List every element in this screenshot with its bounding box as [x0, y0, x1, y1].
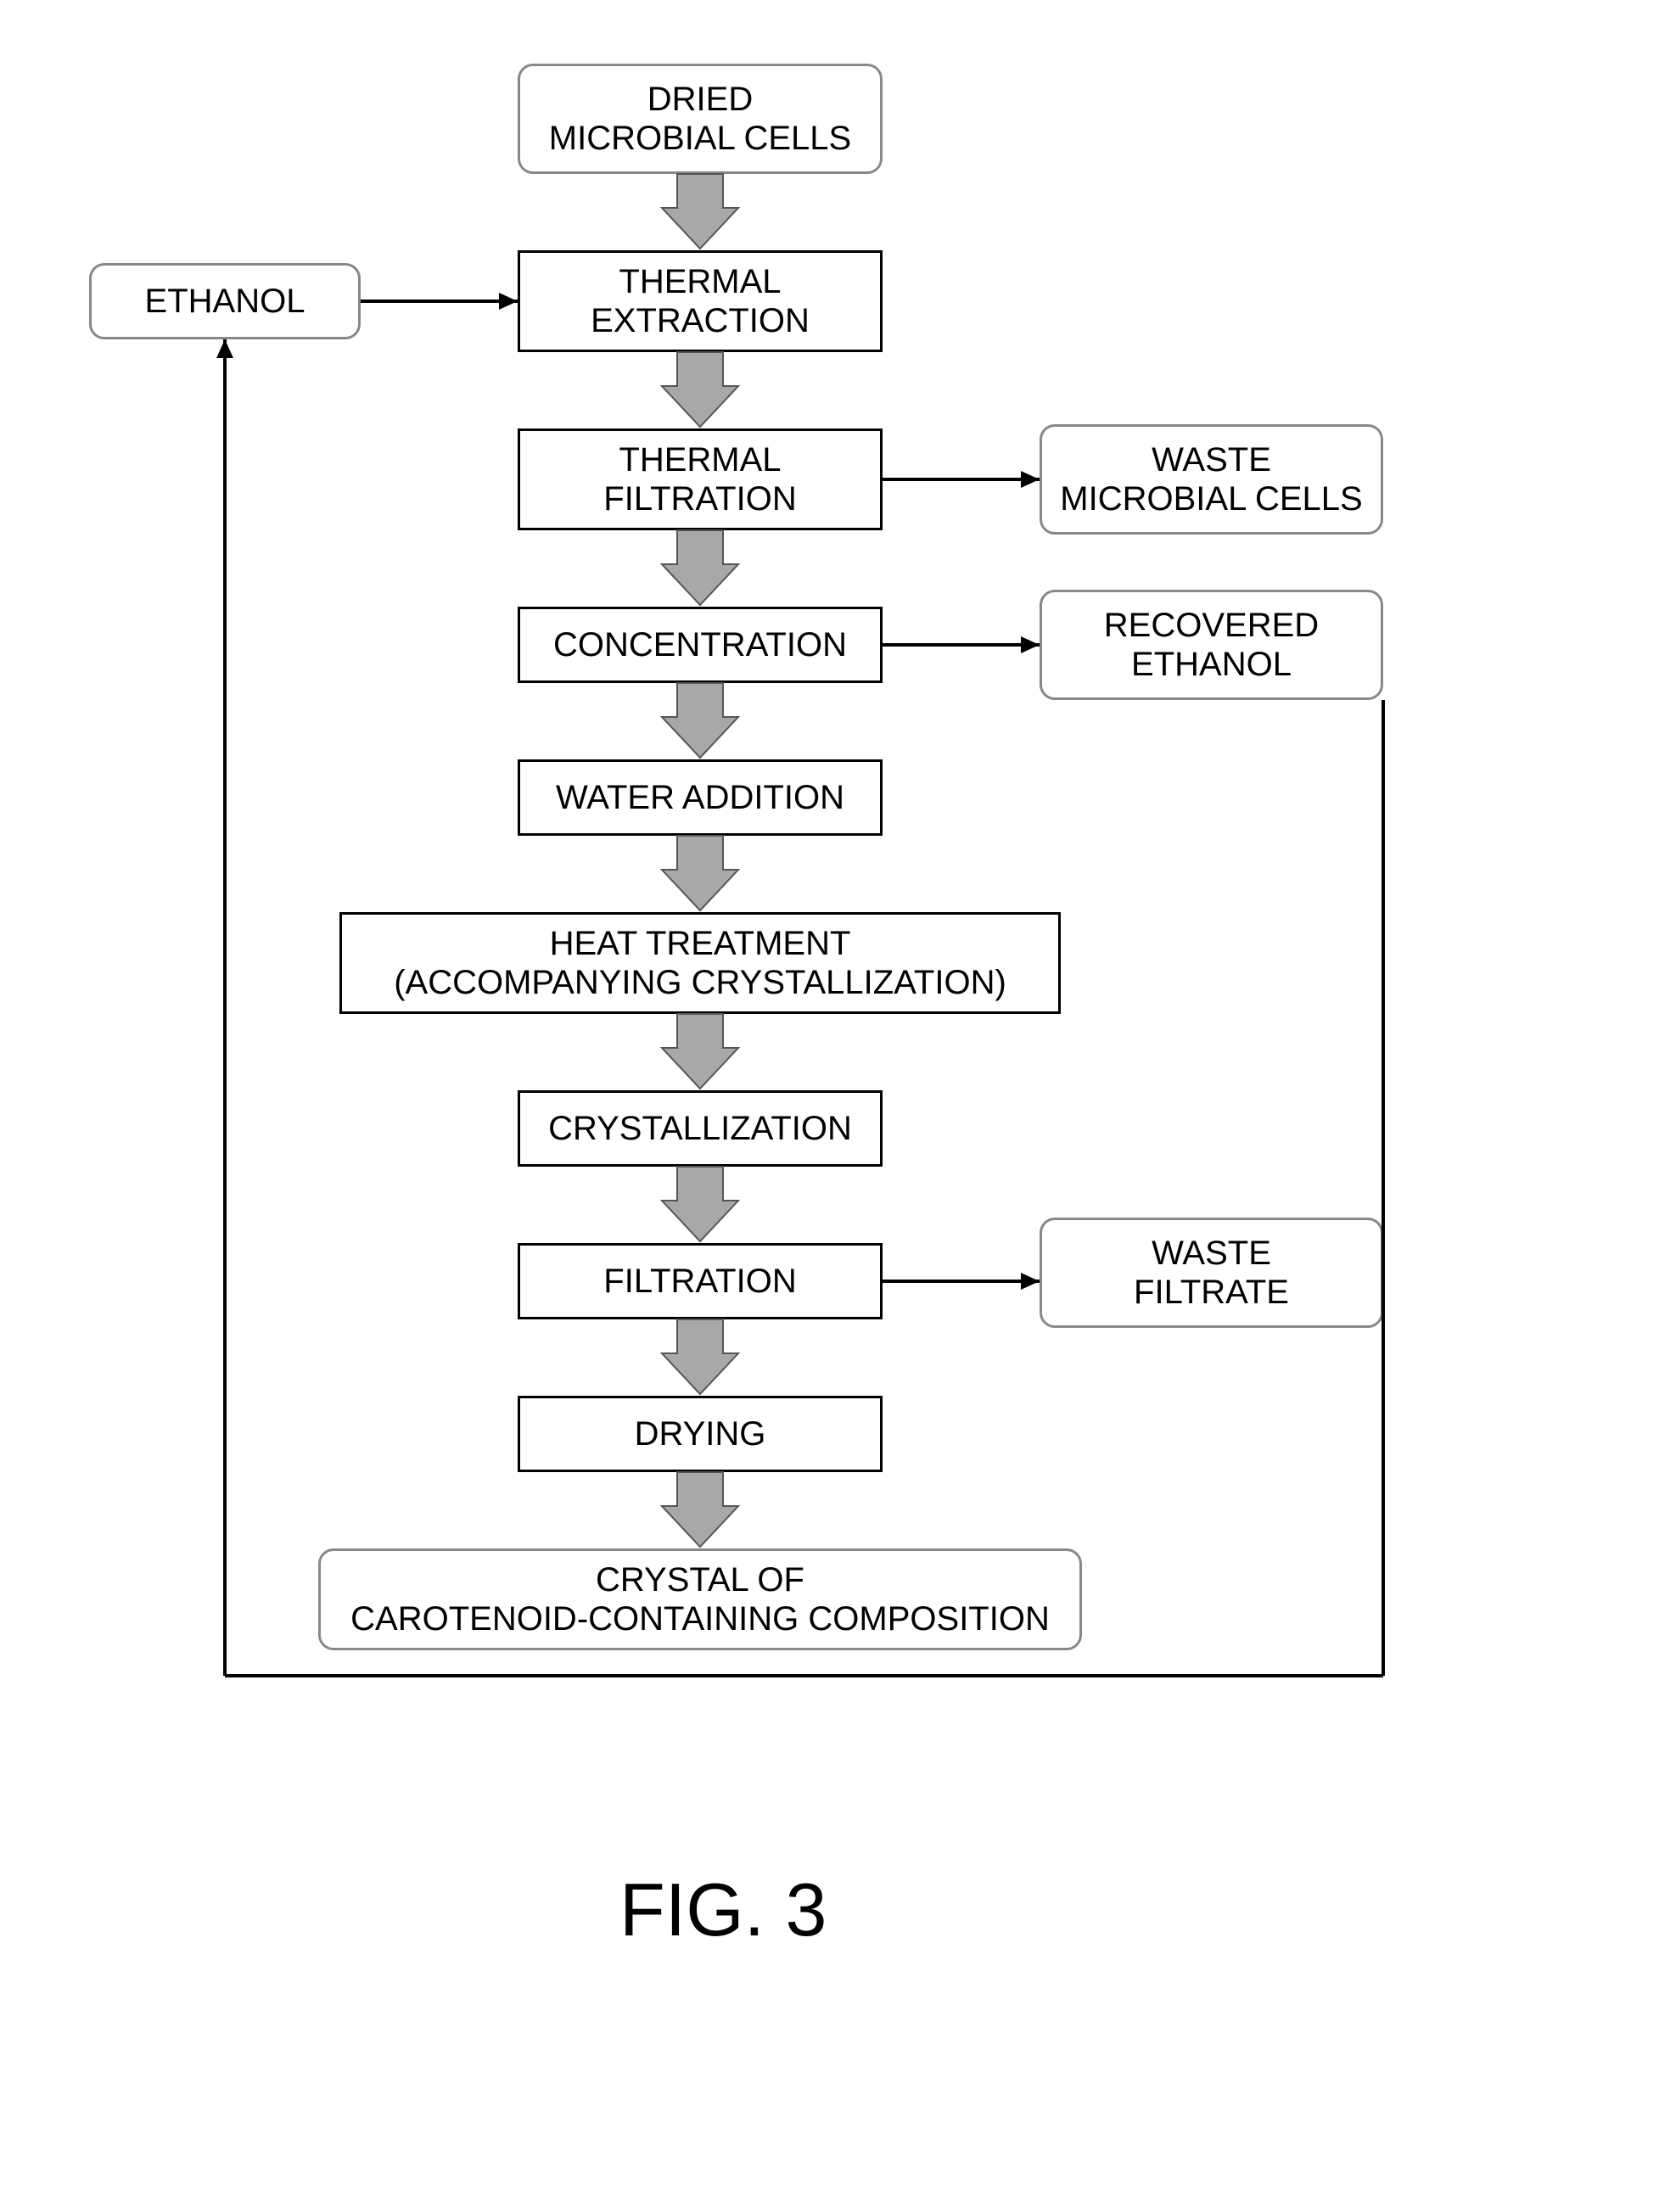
node-recovered-ethanol: RECOVERED ETHANOL — [1040, 590, 1383, 700]
node-label: DRYING — [635, 1414, 766, 1453]
node-crystal-output: CRYSTAL OF CAROTENOID-CONTAINING COMPOSI… — [318, 1548, 1082, 1650]
node-drying: DRYING — [518, 1396, 883, 1472]
node-label: RECOVERED ETHANOL — [1104, 606, 1319, 684]
node-label: WASTE MICROBIAL CELLS — [1060, 440, 1362, 518]
node-heat-treatment: HEAT TREATMENT (ACCOMPANYING CRYSTALLIZA… — [339, 912, 1061, 1014]
node-thermal-extraction: THERMAL EXTRACTION — [518, 250, 883, 352]
figure-label-text: FIG. 3 — [619, 1868, 827, 1952]
node-label: WASTE FILTRATE — [1134, 1234, 1289, 1312]
node-thermal-filtration: THERMAL FILTRATION — [518, 428, 883, 530]
node-label: THERMAL FILTRATION — [603, 440, 796, 518]
node-filtration: FILTRATION — [518, 1243, 883, 1319]
figure-label: FIG. 3 — [619, 1867, 827, 1953]
node-label: CRYSTAL OF CAROTENOID-CONTAINING COMPOSI… — [350, 1560, 1050, 1638]
node-ethanol: ETHANOL — [89, 263, 361, 339]
node-dried-microbial-cells: DRIED MICROBIAL CELLS — [518, 64, 883, 174]
node-waste-microbial-cells: WASTE MICROBIAL CELLS — [1040, 424, 1383, 535]
node-crystallization: CRYSTALLIZATION — [518, 1090, 883, 1167]
page: DRIED MICROBIAL CELLS ETHANOL THERMAL EX… — [0, 0, 1659, 2212]
node-label: CRYSTALLIZATION — [548, 1109, 852, 1148]
node-concentration: CONCENTRATION — [518, 607, 883, 683]
node-label: DRIED MICROBIAL CELLS — [549, 80, 851, 158]
node-label: WATER ADDITION — [556, 778, 844, 817]
node-label: ETHANOL — [145, 282, 305, 321]
node-label: FILTRATION — [603, 1262, 796, 1301]
node-waste-filtrate: WASTE FILTRATE — [1040, 1218, 1383, 1328]
node-water-addition: WATER ADDITION — [518, 759, 883, 836]
node-label: CONCENTRATION — [553, 625, 847, 664]
node-label: THERMAL EXTRACTION — [591, 262, 810, 340]
node-label: HEAT TREATMENT (ACCOMPANYING CRYSTALLIZA… — [394, 924, 1006, 1002]
